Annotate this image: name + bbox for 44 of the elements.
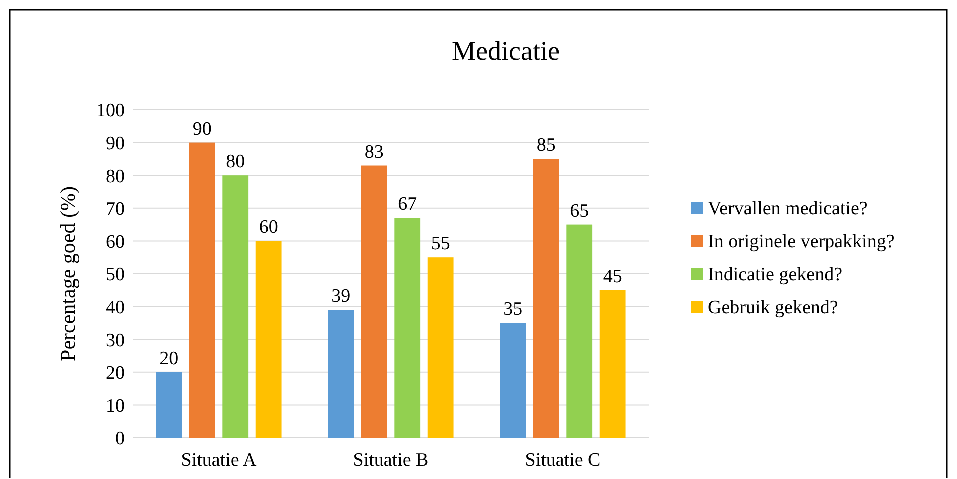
y-tick-label: 0: [116, 428, 125, 450]
data-label: 83: [364, 142, 384, 163]
bar: [156, 372, 182, 438]
bar: [222, 176, 249, 438]
chart-title: Medicatie: [452, 36, 560, 66]
bar: [189, 142, 216, 438]
y-tick-label: 90: [106, 133, 125, 154]
bar: [566, 224, 593, 438]
x-tick-label: Situatie B: [353, 450, 429, 471]
data-label: 45: [603, 266, 622, 288]
y-axis-title: Percentage goed (%): [56, 186, 80, 362]
data-label: 55: [431, 234, 450, 255]
data-label: 90: [192, 118, 212, 140]
data-label: 35: [504, 299, 523, 320]
data-label: 85: [536, 135, 556, 156]
x-tick-label: Situatie C: [525, 450, 601, 471]
data-label: 60: [259, 217, 278, 238]
bar: [256, 241, 282, 438]
legend-label: Gebruik gekend?: [708, 298, 838, 319]
y-tick-label: 70: [106, 199, 125, 220]
legend-label: In originele verpakking?: [708, 232, 895, 253]
data-label: 20: [160, 348, 179, 370]
data-label: 67: [398, 194, 418, 216]
legend-label: Indicatie gekend?: [708, 264, 843, 286]
bar: [394, 218, 421, 438]
x-tick-label: Situatie A: [181, 450, 258, 471]
data-label: 39: [332, 286, 351, 308]
y-tick-label: 60: [106, 232, 125, 253]
y-tick-label: 20: [106, 363, 125, 384]
y-tick-label: 30: [106, 330, 125, 352]
bar: [500, 323, 526, 438]
y-tick-label: 80: [106, 166, 125, 188]
y-tick-label: 100: [96, 100, 125, 122]
bar: [533, 159, 560, 438]
bar: [428, 258, 454, 438]
y-tick-label: 10: [106, 396, 125, 417]
data-label: 80: [226, 152, 246, 173]
legend-label: Vervallen medicatie?: [708, 198, 868, 220]
y-tick-label: 50: [106, 264, 125, 286]
bar: [600, 290, 626, 438]
bar: [328, 310, 354, 438]
data-label: 65: [570, 200, 590, 222]
bar: [361, 166, 388, 438]
y-tick-label: 40: [106, 297, 125, 318]
